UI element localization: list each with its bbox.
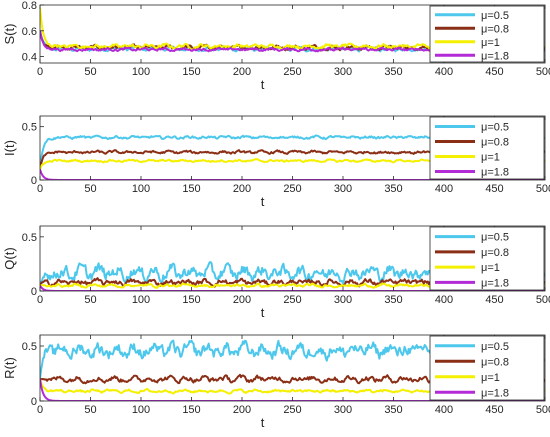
x-tick-label: 350 bbox=[384, 294, 402, 306]
y-tick-label: 0.8 bbox=[22, 0, 37, 12]
x-tick-label: 400 bbox=[435, 294, 453, 306]
x-tick-label: 350 bbox=[384, 66, 402, 78]
x-tick-label: 350 bbox=[384, 404, 402, 416]
x-tick-label: 0 bbox=[37, 66, 43, 78]
y-tick-label: 0.6 bbox=[22, 26, 37, 38]
y-tick-label: 0 bbox=[31, 175, 37, 187]
y-axis-label: Q(t) bbox=[2, 247, 17, 269]
panel-3: 0 50 100 150 200 250 300 350 400 450 500 0 0.5 t Q(t) μ… bbox=[2, 225, 550, 320]
x-tick-label: 200 bbox=[233, 183, 251, 195]
legend-entry: μ=1.8 bbox=[481, 167, 509, 179]
legend-entry: μ=1 bbox=[481, 37, 500, 49]
x-tick-label: 300 bbox=[334, 183, 352, 195]
legend-entry: μ=0.8 bbox=[481, 247, 509, 259]
x-tick-label: 250 bbox=[283, 66, 301, 78]
legend-entry: μ=1 bbox=[481, 152, 500, 164]
x-tick-label: 250 bbox=[283, 294, 301, 306]
legend-entry: μ=0.8 bbox=[481, 137, 509, 149]
y-tick-label: 0 bbox=[31, 396, 37, 408]
y-tick-label: 0 bbox=[31, 286, 37, 298]
x-tick-label: 450 bbox=[485, 404, 503, 416]
legend: μ=0.5 μ=0.8 μ=1 μ=1.8 bbox=[429, 116, 545, 180]
legend-entry: μ=1.8 bbox=[481, 387, 509, 399]
x-tick-label: 0 bbox=[37, 183, 43, 195]
x-tick-label: 200 bbox=[233, 404, 251, 416]
x-tick-label: 300 bbox=[334, 66, 352, 78]
legend: μ=0.5 μ=0.8 μ=1 μ=1.8 bbox=[429, 335, 545, 401]
x-tick-label: 0 bbox=[37, 294, 43, 306]
legend: μ=0.5μ=0.8 μ=1μ=1.8 bbox=[429, 5, 545, 63]
x-tick-label: 150 bbox=[182, 66, 200, 78]
x-tick-label: 150 bbox=[182, 294, 200, 306]
y-axis-label: R(t) bbox=[2, 357, 17, 379]
x-tick-label: 500 bbox=[536, 183, 550, 195]
panel-1: 0 50 100 150 200 250 300 350 400 450 500 0.4 0.6 0.8 t… bbox=[2, 0, 550, 92]
legend-entry: μ=1.8 bbox=[481, 277, 509, 289]
x-tick-label: 400 bbox=[435, 66, 453, 78]
x-tick-label: 300 bbox=[334, 294, 352, 306]
x-axis-label: t bbox=[261, 305, 265, 320]
x-tick-label: 250 bbox=[283, 183, 301, 195]
x-tick-label: 450 bbox=[485, 66, 503, 78]
x-tick-label: 100 bbox=[132, 66, 150, 78]
x-tick-label: 500 bbox=[536, 66, 550, 78]
panel-4: 0 50 100 150 200 250 300 350 400 450 500 0 0.5 t R(t) μ… bbox=[2, 334, 550, 430]
legend-entry: μ=0.5 bbox=[481, 232, 509, 244]
x-tick-label: 200 bbox=[233, 66, 251, 78]
x-tick-label: 150 bbox=[182, 404, 200, 416]
x-tick-label: 100 bbox=[132, 294, 150, 306]
x-tick-label: 100 bbox=[132, 183, 150, 195]
y-tick-label: 0.5 bbox=[22, 232, 37, 244]
x-tick-label: 350 bbox=[384, 183, 402, 195]
legend-entry: μ=1 bbox=[481, 372, 500, 384]
x-tick-label: 150 bbox=[182, 183, 200, 195]
x-tick-label: 50 bbox=[84, 183, 96, 195]
x-tick-label: 50 bbox=[84, 404, 96, 416]
x-axis-label: t bbox=[261, 77, 265, 92]
legend-entry: μ=0.5 bbox=[481, 341, 509, 353]
x-tick-label: 0 bbox=[37, 404, 43, 416]
y-tick-label: 0.4 bbox=[22, 52, 37, 64]
x-axis-label: t bbox=[261, 194, 265, 209]
x-tick-label: 50 bbox=[84, 294, 96, 306]
y-axis-label: S(t) bbox=[2, 24, 17, 45]
legend-entry: μ=0.5 bbox=[481, 10, 509, 22]
y-tick-label: 0.5 bbox=[22, 122, 37, 134]
x-tick-label: 300 bbox=[334, 404, 352, 416]
legend-entry: μ=1 bbox=[481, 262, 500, 274]
x-tick-label: 500 bbox=[536, 404, 550, 416]
x-tick-label: 100 bbox=[132, 404, 150, 416]
x-tick-label: 400 bbox=[435, 404, 453, 416]
y-tick-label: 0.5 bbox=[22, 341, 37, 353]
x-tick-label: 400 bbox=[435, 183, 453, 195]
legend: μ=0.5 μ=0.8 μ=1 μ=1.8 bbox=[429, 226, 545, 291]
x-tick-label: 500 bbox=[536, 294, 550, 306]
x-tick-label: 50 bbox=[84, 66, 96, 78]
y-axis-label: I(t) bbox=[2, 140, 17, 156]
x-axis-label: t bbox=[261, 415, 265, 430]
x-tick-label: 200 bbox=[233, 294, 251, 306]
x-tick-label: 250 bbox=[283, 404, 301, 416]
panel-2: 0 50 100 150 200 250 300 350 400 450 500 0 0.5 t I(t) μ… bbox=[2, 115, 550, 209]
x-tick-label: 450 bbox=[485, 294, 503, 306]
legend-entry: μ=0.5 bbox=[481, 122, 509, 134]
legend-entry: μ=1.8 bbox=[481, 50, 509, 62]
legend-entry: μ=0.8 bbox=[481, 23, 509, 35]
legend-entry: μ=0.8 bbox=[481, 356, 509, 368]
x-tick-label: 450 bbox=[485, 183, 503, 195]
